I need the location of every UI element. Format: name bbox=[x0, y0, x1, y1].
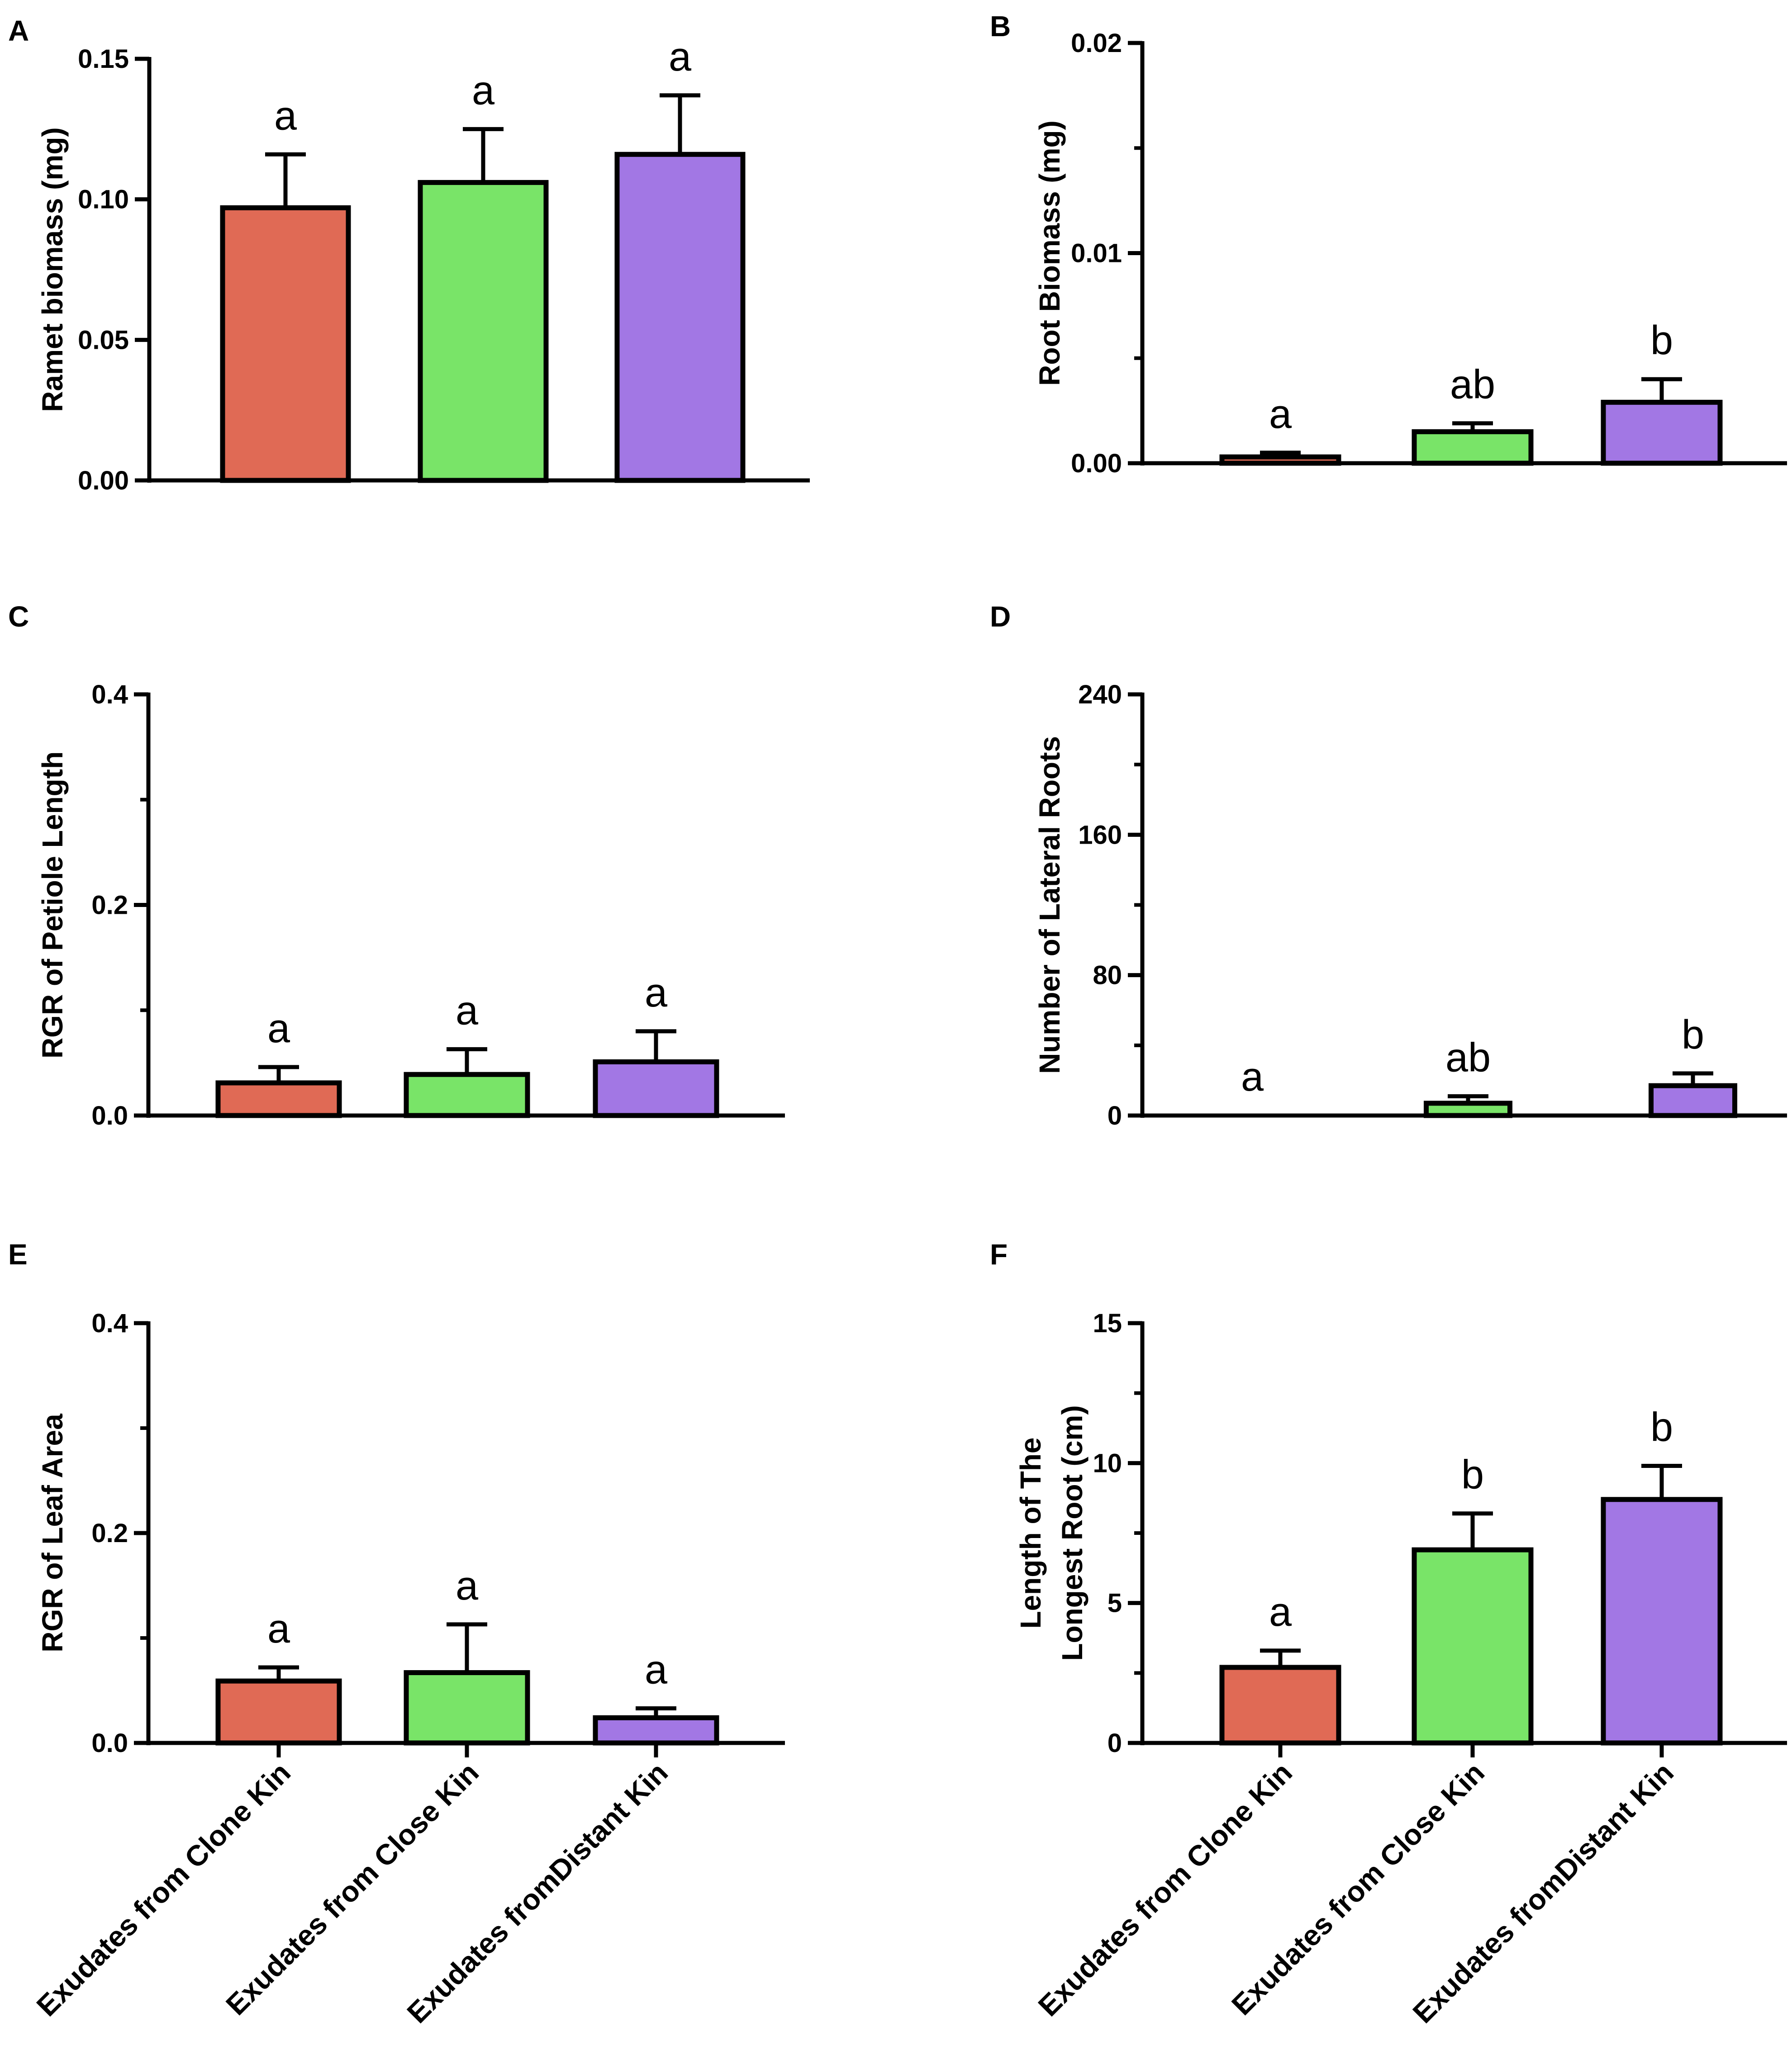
bar bbox=[215, 1080, 342, 1118]
bar bbox=[1412, 1547, 1534, 1746]
significance-letter: b bbox=[1461, 1453, 1484, 1498]
y-tick-label: 0.00 bbox=[78, 466, 129, 495]
y-tick-label: 0.4 bbox=[91, 680, 128, 709]
y-tick-label: 0.0 bbox=[91, 1728, 128, 1758]
y-tick-label: 0.2 bbox=[91, 1519, 128, 1548]
significance-letter: ab bbox=[1445, 1035, 1491, 1080]
bar bbox=[1601, 399, 1723, 466]
y-axis-label-line: Length of The bbox=[1014, 1437, 1047, 1628]
bar bbox=[1649, 1083, 1737, 1118]
significance-letter: b bbox=[1682, 1012, 1704, 1058]
y-tick-label: 10 bbox=[1093, 1448, 1122, 1478]
bar bbox=[220, 205, 351, 483]
y-tick-label: 0.4 bbox=[91, 1309, 128, 1338]
y-tick-label: 5 bbox=[1108, 1589, 1122, 1618]
panel-label: C bbox=[8, 600, 29, 633]
significance-letter: a bbox=[267, 1606, 290, 1652]
bar bbox=[593, 1715, 719, 1746]
bar bbox=[593, 1059, 719, 1118]
bar bbox=[614, 152, 746, 483]
y-tick-label: 0.00 bbox=[1071, 449, 1122, 478]
panel-d: D 0 80 160 240 Number of Lateral Roots a ab b bbox=[990, 600, 1787, 1130]
y-tick-label: 0 bbox=[1108, 1101, 1122, 1130]
y-axis-label: RGR of Leaf Area bbox=[36, 1414, 69, 1652]
panel-f: F 0 5 10 15 Length of The Longest Root (cm) a b b… bbox=[990, 1238, 1787, 2029]
y-tick-label: 0.15 bbox=[78, 44, 129, 74]
panel-b: B 0.00 0.01 0.02 Root Biomass (mg) a ab b bbox=[990, 10, 1787, 478]
y-axis-label-line: Longest Root (cm) bbox=[1056, 1405, 1089, 1661]
bar bbox=[1219, 454, 1341, 466]
bar bbox=[1601, 1497, 1723, 1746]
significance-letter: b bbox=[1650, 318, 1673, 363]
significance-letter: a bbox=[456, 1563, 479, 1609]
bar bbox=[404, 1670, 530, 1746]
y-axis-label: RGR of Petiole Length bbox=[36, 751, 69, 1059]
panel-label: B bbox=[990, 10, 1011, 43]
y-axis-label: Length of The Longest Root (cm) bbox=[1014, 1405, 1089, 1661]
significance-letter: a bbox=[472, 68, 495, 113]
y-tick-label: 0.05 bbox=[78, 325, 129, 355]
significance-letter: b bbox=[1650, 1405, 1673, 1450]
panel-label: D bbox=[990, 600, 1011, 633]
bar bbox=[1412, 429, 1534, 466]
panel-a: A 0.00 0.05 0.10 0.15 Ramet biomass (mg) a a a bbox=[8, 14, 810, 495]
panel-label: A bbox=[8, 14, 29, 47]
significance-letter: a bbox=[645, 970, 668, 1016]
panel-label: E bbox=[8, 1238, 28, 1271]
significance-letter: ab bbox=[1450, 362, 1495, 408]
significance-letter: a bbox=[645, 1647, 668, 1692]
panel-label: F bbox=[990, 1238, 1008, 1271]
y-tick-label: 240 bbox=[1078, 680, 1122, 709]
significance-letter: a bbox=[267, 1006, 290, 1051]
bar bbox=[418, 180, 549, 483]
y-tick-label: 0.01 bbox=[1071, 239, 1122, 268]
y-axis-label: Root Biomass (mg) bbox=[1033, 120, 1066, 386]
significance-letter: a bbox=[274, 93, 297, 138]
bar bbox=[1424, 1101, 1512, 1118]
significance-letter: a bbox=[1269, 1590, 1292, 1635]
y-tick-label: 15 bbox=[1093, 1309, 1122, 1338]
y-tick-label: 0 bbox=[1108, 1728, 1122, 1758]
significance-letter: a bbox=[1269, 392, 1292, 437]
significance-letter: a bbox=[1241, 1054, 1264, 1100]
y-tick-label: 0.02 bbox=[1071, 28, 1122, 58]
y-tick-label: 0.0 bbox=[91, 1101, 128, 1130]
y-tick-label: 0.2 bbox=[91, 891, 128, 920]
y-tick-label: 80 bbox=[1093, 961, 1122, 990]
y-tick-label: 0.10 bbox=[78, 185, 129, 214]
y-tick-label: 160 bbox=[1078, 820, 1122, 850]
bar bbox=[1219, 1665, 1341, 1746]
panel-c: C 0.0 0.2 0.4 RGR of Petiole Length a a a bbox=[8, 600, 785, 1130]
bar bbox=[404, 1072, 530, 1118]
y-axis-label: Ramet biomass (mg) bbox=[36, 127, 69, 412]
significance-letter: a bbox=[669, 34, 692, 80]
bar bbox=[215, 1678, 342, 1746]
significance-letter: a bbox=[456, 988, 479, 1033]
y-axis-label: Number of Lateral Roots bbox=[1033, 736, 1066, 1074]
